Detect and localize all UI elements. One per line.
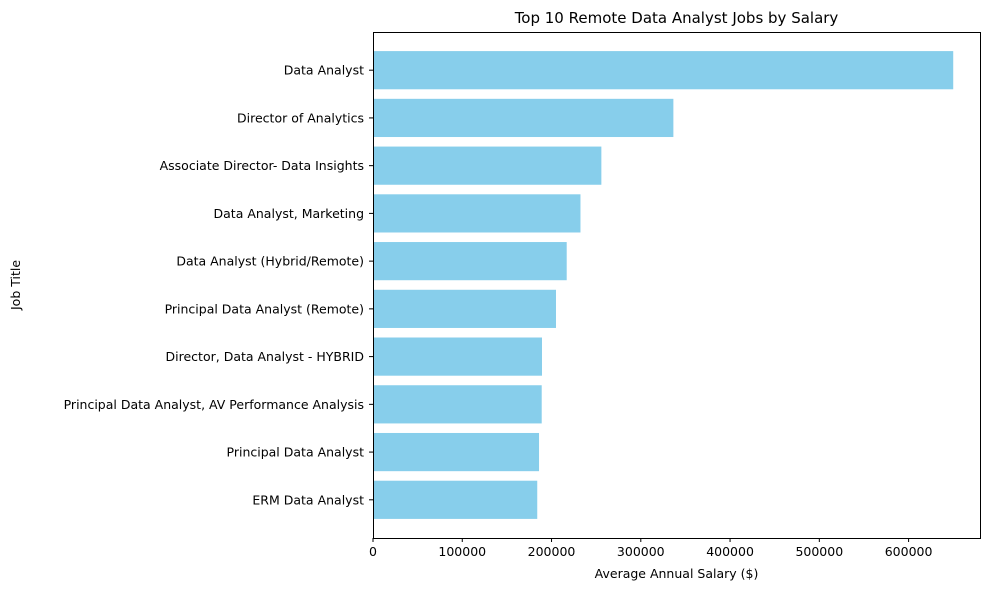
x-tick-label: 300000	[617, 544, 665, 559]
bar	[373, 98, 674, 138]
plot-frame	[373, 32, 981, 539]
y-tick-label: Director, Data Analyst - HYBRID	[166, 349, 364, 364]
y-tick-label: Principal Data Analyst	[227, 445, 365, 460]
y-axis-title: Job Title	[8, 260, 23, 311]
x-tick-label: 400000	[706, 544, 754, 559]
chart-title: Top 10 Remote Data Analyst Jobs by Salar…	[514, 9, 839, 27]
y-tick-label: Principal Data Analyst (Remote)	[165, 301, 364, 316]
y-tick-label: Data Analyst	[284, 63, 364, 78]
bar	[373, 337, 542, 376]
bar	[373, 194, 581, 233]
bar	[373, 480, 538, 519]
bar	[373, 385, 542, 424]
y-tick-label: Principal Data Analyst, AV Performance A…	[64, 397, 364, 412]
bar	[373, 289, 556, 328]
y-tick-label: Data Analyst (Hybrid/Remote)	[176, 254, 364, 269]
x-tick-label: 600000	[885, 544, 933, 559]
bar	[373, 51, 954, 90]
x-axis-ticks: 0 100000 200000 300000 400000 500000 600000	[369, 538, 932, 559]
y-tick-label: Director of Analytics	[237, 110, 364, 125]
bar	[373, 432, 540, 472]
y-tick-label: Associate Director- Data Insights	[160, 158, 364, 173]
bar	[373, 146, 602, 185]
y-tick-label: Data Analyst, Marketing	[214, 206, 364, 221]
x-tick-label: 200000	[528, 544, 576, 559]
x-tick-label: 500000	[795, 544, 843, 559]
bars-group	[373, 51, 954, 519]
y-tick-label: ERM Data Analyst	[252, 492, 364, 507]
y-axis-ticks: Data Analyst Director of Analytics Associa…	[64, 63, 373, 507]
x-tick-label: 100000	[438, 544, 486, 559]
bar	[373, 242, 567, 281]
x-axis-title: Average Annual Salary ($)	[595, 566, 759, 581]
x-tick-label: 0	[369, 544, 377, 559]
